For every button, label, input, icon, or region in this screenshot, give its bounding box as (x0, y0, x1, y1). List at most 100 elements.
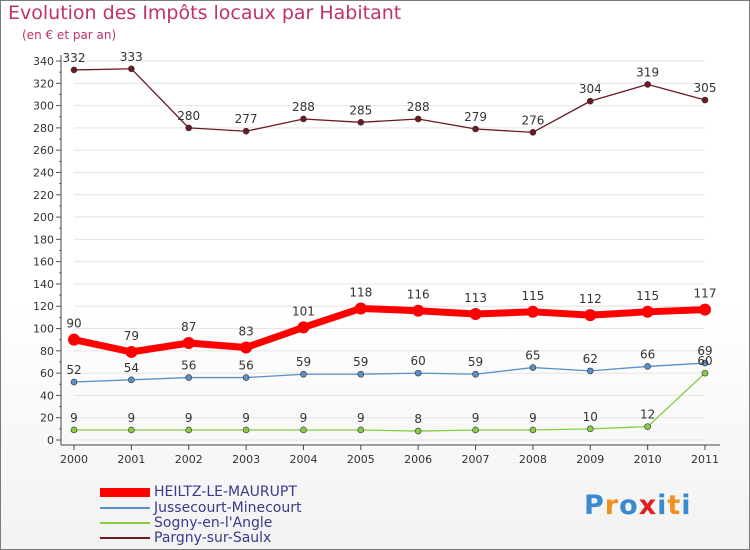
data-point (357, 119, 365, 126)
legend-label: Jussecourt-Minecourt (154, 500, 302, 516)
data-label: 277 (235, 112, 258, 126)
legend-label: Sogny-en-l'Angle (154, 515, 273, 531)
data-point (469, 308, 482, 321)
y-tick-label: 160 (33, 256, 54, 269)
legend-item-sogny: Sogny-en-l'Angle (100, 515, 272, 531)
data-label: 8 (414, 412, 422, 426)
data-label: 276 (521, 113, 544, 127)
data-point (472, 426, 479, 434)
data-label: 65 (525, 349, 540, 363)
logo-letter: t (667, 490, 682, 521)
x-tick-label: 2002 (175, 453, 203, 466)
data-label: 305 (694, 81, 717, 95)
y-tick-label: 340 (33, 55, 54, 68)
x-tick-label: 2003 (232, 453, 260, 466)
data-point (529, 364, 537, 371)
legend-item-pargny: Pargny-sur-Saulx (100, 530, 271, 546)
data-label: 62 (583, 352, 598, 366)
data-point (414, 369, 422, 377)
y-tick-label: 100 (33, 323, 54, 336)
data-point (242, 374, 250, 381)
series-line (73, 68, 706, 133)
data-label: 288 (407, 100, 430, 114)
series-line (73, 362, 706, 383)
data-label: 56 (181, 359, 196, 373)
data-point (701, 369, 709, 377)
y-tick-label: 80 (40, 345, 54, 358)
data-point (472, 125, 479, 133)
data-label: 69 (697, 344, 712, 358)
data-point (185, 426, 193, 434)
data-label: 59 (353, 355, 368, 369)
data-label: 54 (124, 361, 139, 375)
logo-letter: o (619, 490, 639, 521)
data-label: 66 (640, 347, 655, 361)
x-tick-label: 2011 (691, 453, 719, 466)
data-label: 12 (640, 408, 655, 422)
data-point (125, 345, 138, 358)
data-label: 117 (694, 287, 717, 301)
data-point (300, 370, 307, 378)
data-point (128, 426, 135, 434)
x-tick-label: 2007 (462, 453, 490, 466)
legend-item-jussecourt: Jussecourt-Minecourt (100, 500, 301, 516)
logo-letter: P (584, 490, 605, 521)
data-label: 9 (185, 411, 193, 425)
y-tick-label: 300 (33, 100, 54, 113)
data-point (529, 426, 537, 434)
data-label: 332 (63, 51, 86, 65)
x-tick-label: 2008 (519, 453, 547, 466)
data-point (414, 427, 422, 435)
x-tick-label: 2010 (634, 453, 662, 466)
data-point (699, 303, 711, 316)
y-tick-label: 260 (33, 144, 54, 157)
data-point (701, 96, 709, 104)
y-tick-label: 120 (33, 300, 54, 313)
data-point (586, 97, 594, 105)
data-label: 288 (292, 100, 315, 114)
data-label: 9 (70, 411, 78, 425)
data-label: 9 (357, 411, 365, 425)
x-tick-label: 2004 (289, 453, 317, 466)
data-point (182, 337, 195, 350)
y-tick-label: 280 (33, 122, 54, 135)
data-label: 113 (464, 291, 487, 305)
data-label: 319 (636, 65, 659, 79)
data-label: 304 (579, 82, 602, 96)
data-label: 112 (579, 292, 602, 306)
data-point (412, 304, 425, 317)
data-point (641, 305, 654, 318)
y-tick-label: 20 (40, 412, 54, 425)
data-point (526, 305, 539, 318)
data-label: 79 (124, 329, 139, 343)
logo-letter: i (657, 490, 668, 521)
x-tick-label: 2000 (60, 453, 88, 466)
data-label: 279 (464, 110, 487, 124)
logo-letter: r (604, 490, 620, 521)
data-point (357, 426, 365, 434)
x-tick-label: 2001 (117, 453, 145, 466)
data-label: 9 (472, 411, 480, 425)
legend-swatch (100, 487, 150, 497)
data-label: 59 (468, 355, 483, 369)
x-tick-label: 2006 (404, 453, 432, 466)
data-label: 52 (66, 363, 81, 377)
data-label: 9 (242, 411, 250, 425)
data-label: 118 (349, 285, 372, 299)
data-point (414, 115, 422, 123)
data-point (185, 374, 193, 381)
data-point (297, 321, 310, 334)
data-point (644, 423, 651, 430)
chart-title: Evolution des Impôts locaux par Habitant (8, 2, 402, 24)
y-tick-label: 320 (33, 77, 54, 90)
axes: 0 20 40 60 80 100 120 140 160 180 200 220 240 260 280 3… (33, 55, 720, 466)
data-point (300, 426, 307, 434)
y-tick-label: 40 (40, 389, 54, 402)
y-tick-label: 0 (47, 434, 54, 447)
y-tick-label: 240 (33, 166, 54, 179)
data-label: 115 (636, 289, 659, 303)
data-label: 9 (300, 411, 308, 425)
data-label: 56 (238, 359, 253, 373)
data-point (70, 66, 78, 74)
data-point (354, 302, 367, 315)
